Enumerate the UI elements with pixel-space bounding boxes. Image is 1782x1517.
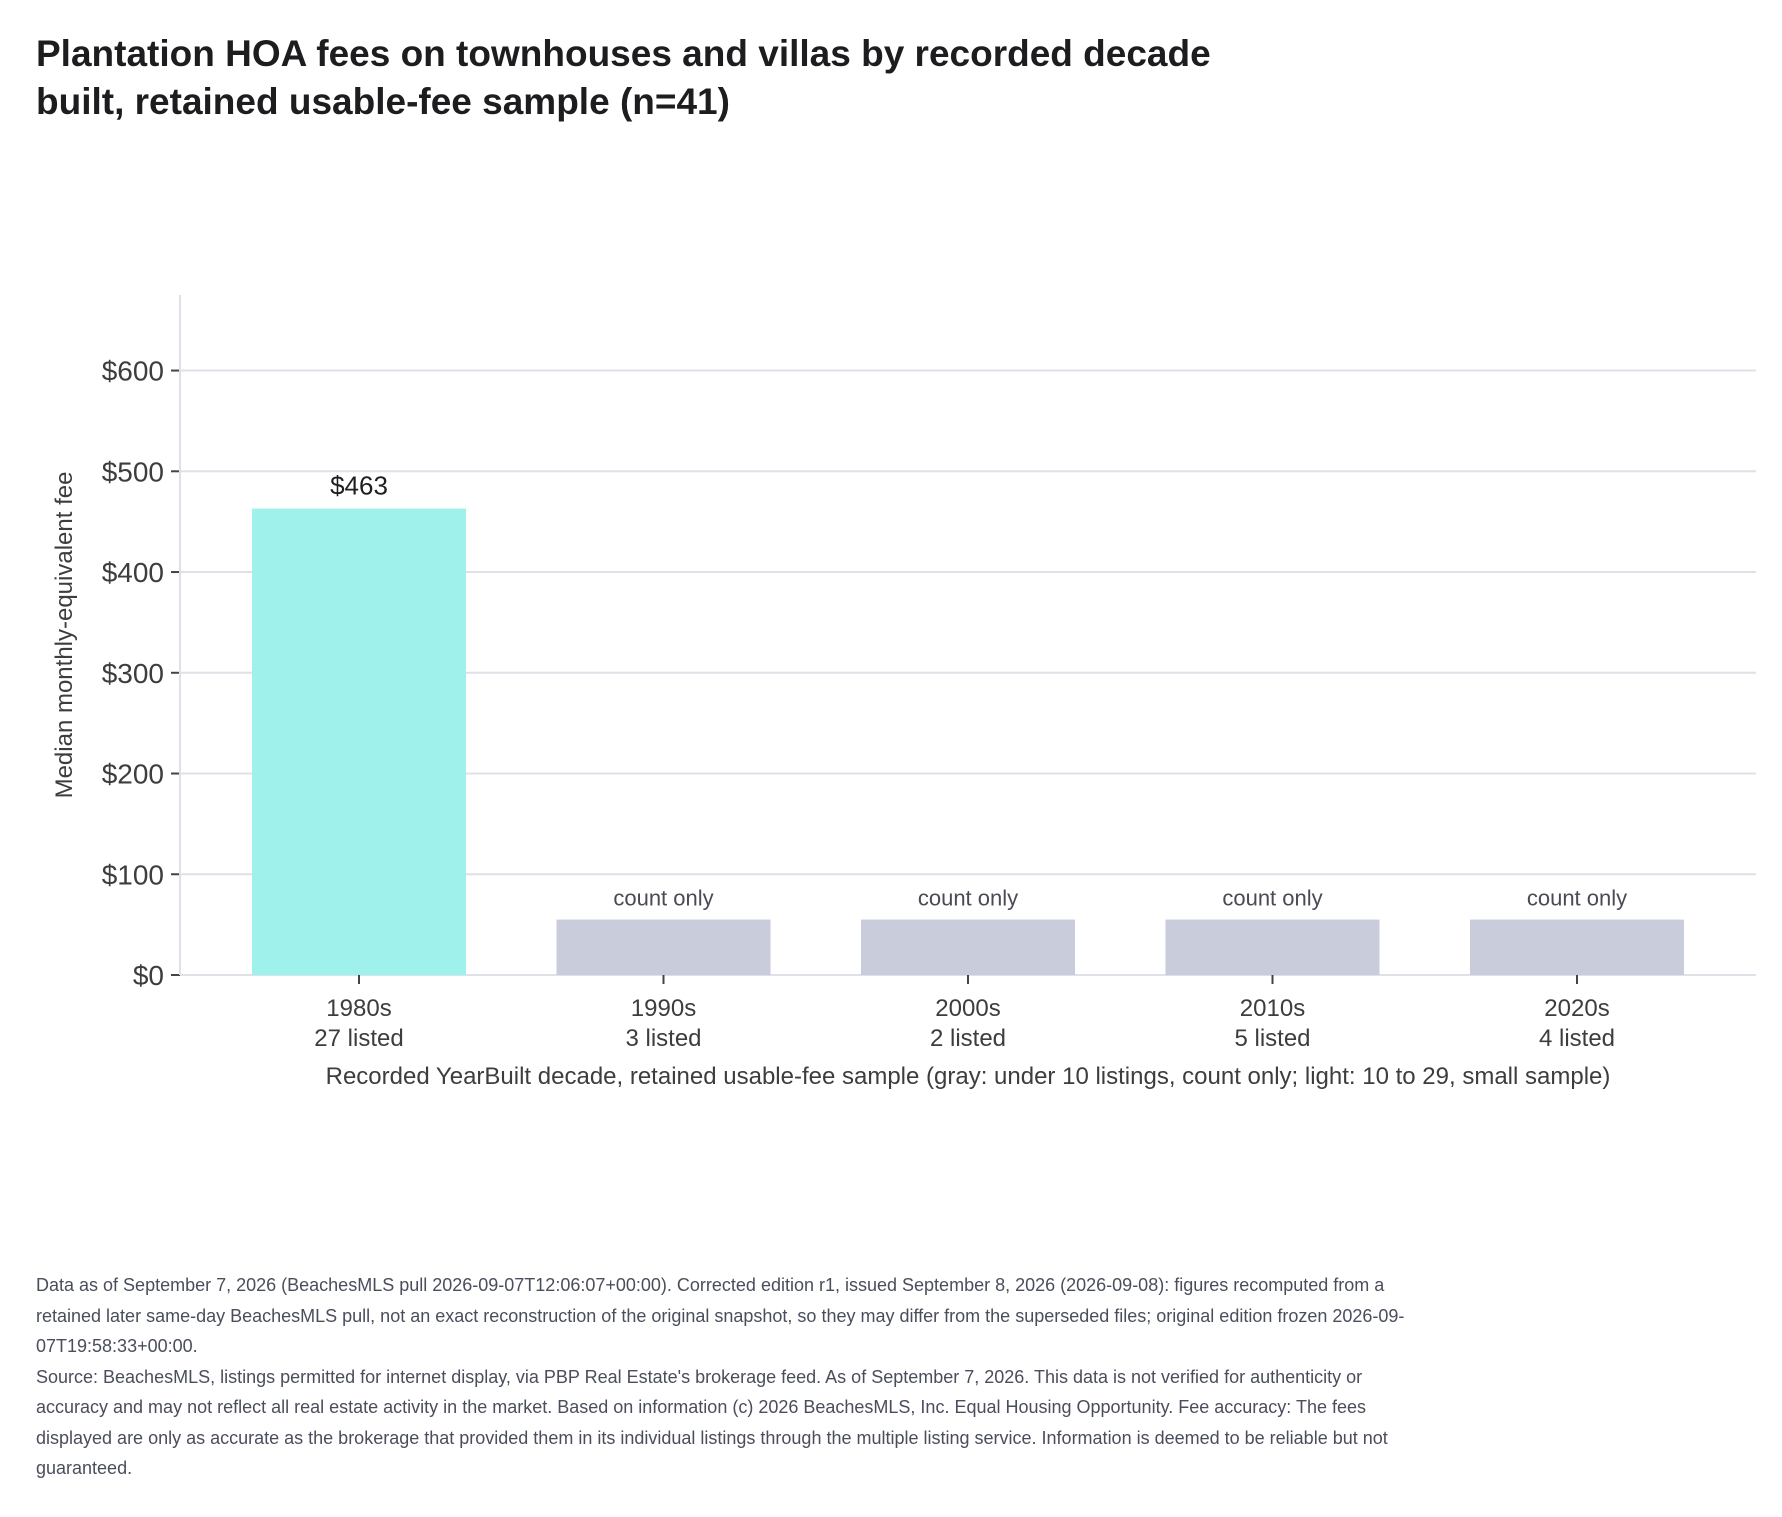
bar-2000s bbox=[861, 919, 1075, 975]
x-tick-label: 2000s bbox=[935, 995, 1000, 1022]
bar-1990s bbox=[556, 919, 771, 975]
x-tick-label: 2020s bbox=[1544, 995, 1609, 1022]
bars bbox=[252, 508, 1684, 975]
labels: $0 $100 $200 $300 $400 $500 $600 $463 1980s 27 li… bbox=[102, 356, 1627, 1052]
x-axis-title: Recorded YearBuilt decade, retained usab… bbox=[326, 1063, 1611, 1090]
bar-2010s bbox=[1165, 919, 1380, 975]
x-tick-count-label: 4 listed bbox=[1539, 1025, 1615, 1052]
bar-chart: $0 $100 $200 $300 $400 $500 $600 $463 1980s 27 li… bbox=[51, 295, 1756, 1090]
y-tick-label: $0 bbox=[133, 960, 164, 991]
y-tick-label: $500 bbox=[102, 456, 164, 487]
bar-2020s bbox=[1470, 919, 1684, 975]
y-tick-label: $600 bbox=[102, 356, 164, 387]
footnote: Data as of September 7, 2026 (BeachesMLS… bbox=[36, 1270, 1406, 1484]
y-tick-label: $300 bbox=[102, 658, 164, 689]
x-tick-label: 1990s bbox=[631, 995, 696, 1022]
bar-value-label: $463 bbox=[330, 471, 388, 501]
count-only-label: count only bbox=[1527, 886, 1627, 911]
x-tick-count-label: 5 listed bbox=[1234, 1025, 1310, 1052]
y-axis-title: Median monthly-equivalent fee bbox=[51, 472, 78, 799]
chart-title: Plantation HOA fees on townhouses and vi… bbox=[36, 33, 1211, 122]
count-only-label: count only bbox=[613, 886, 713, 911]
x-tick-label: 1980s bbox=[326, 995, 391, 1022]
x-tick-count-label: 2 listed bbox=[930, 1025, 1006, 1052]
y-tick-label: $100 bbox=[102, 859, 164, 890]
y-tick-label: $400 bbox=[102, 557, 164, 588]
footnote-edition-note: Data as of September 7, 2026 (BeachesMLS… bbox=[36, 1275, 1405, 1356]
x-tick-label: 2010s bbox=[1240, 995, 1305, 1022]
footnote-source-note: Source: BeachesMLS, listings permitted f… bbox=[36, 1366, 1388, 1479]
y-tick-label: $200 bbox=[102, 759, 164, 790]
count-only-label: count only bbox=[918, 886, 1018, 911]
bar-1980s bbox=[252, 508, 466, 975]
count-only-label: count only bbox=[1222, 886, 1322, 911]
x-tick-count-label: 3 listed bbox=[625, 1025, 701, 1052]
x-tick-count-label: 27 listed bbox=[314, 1025, 403, 1052]
